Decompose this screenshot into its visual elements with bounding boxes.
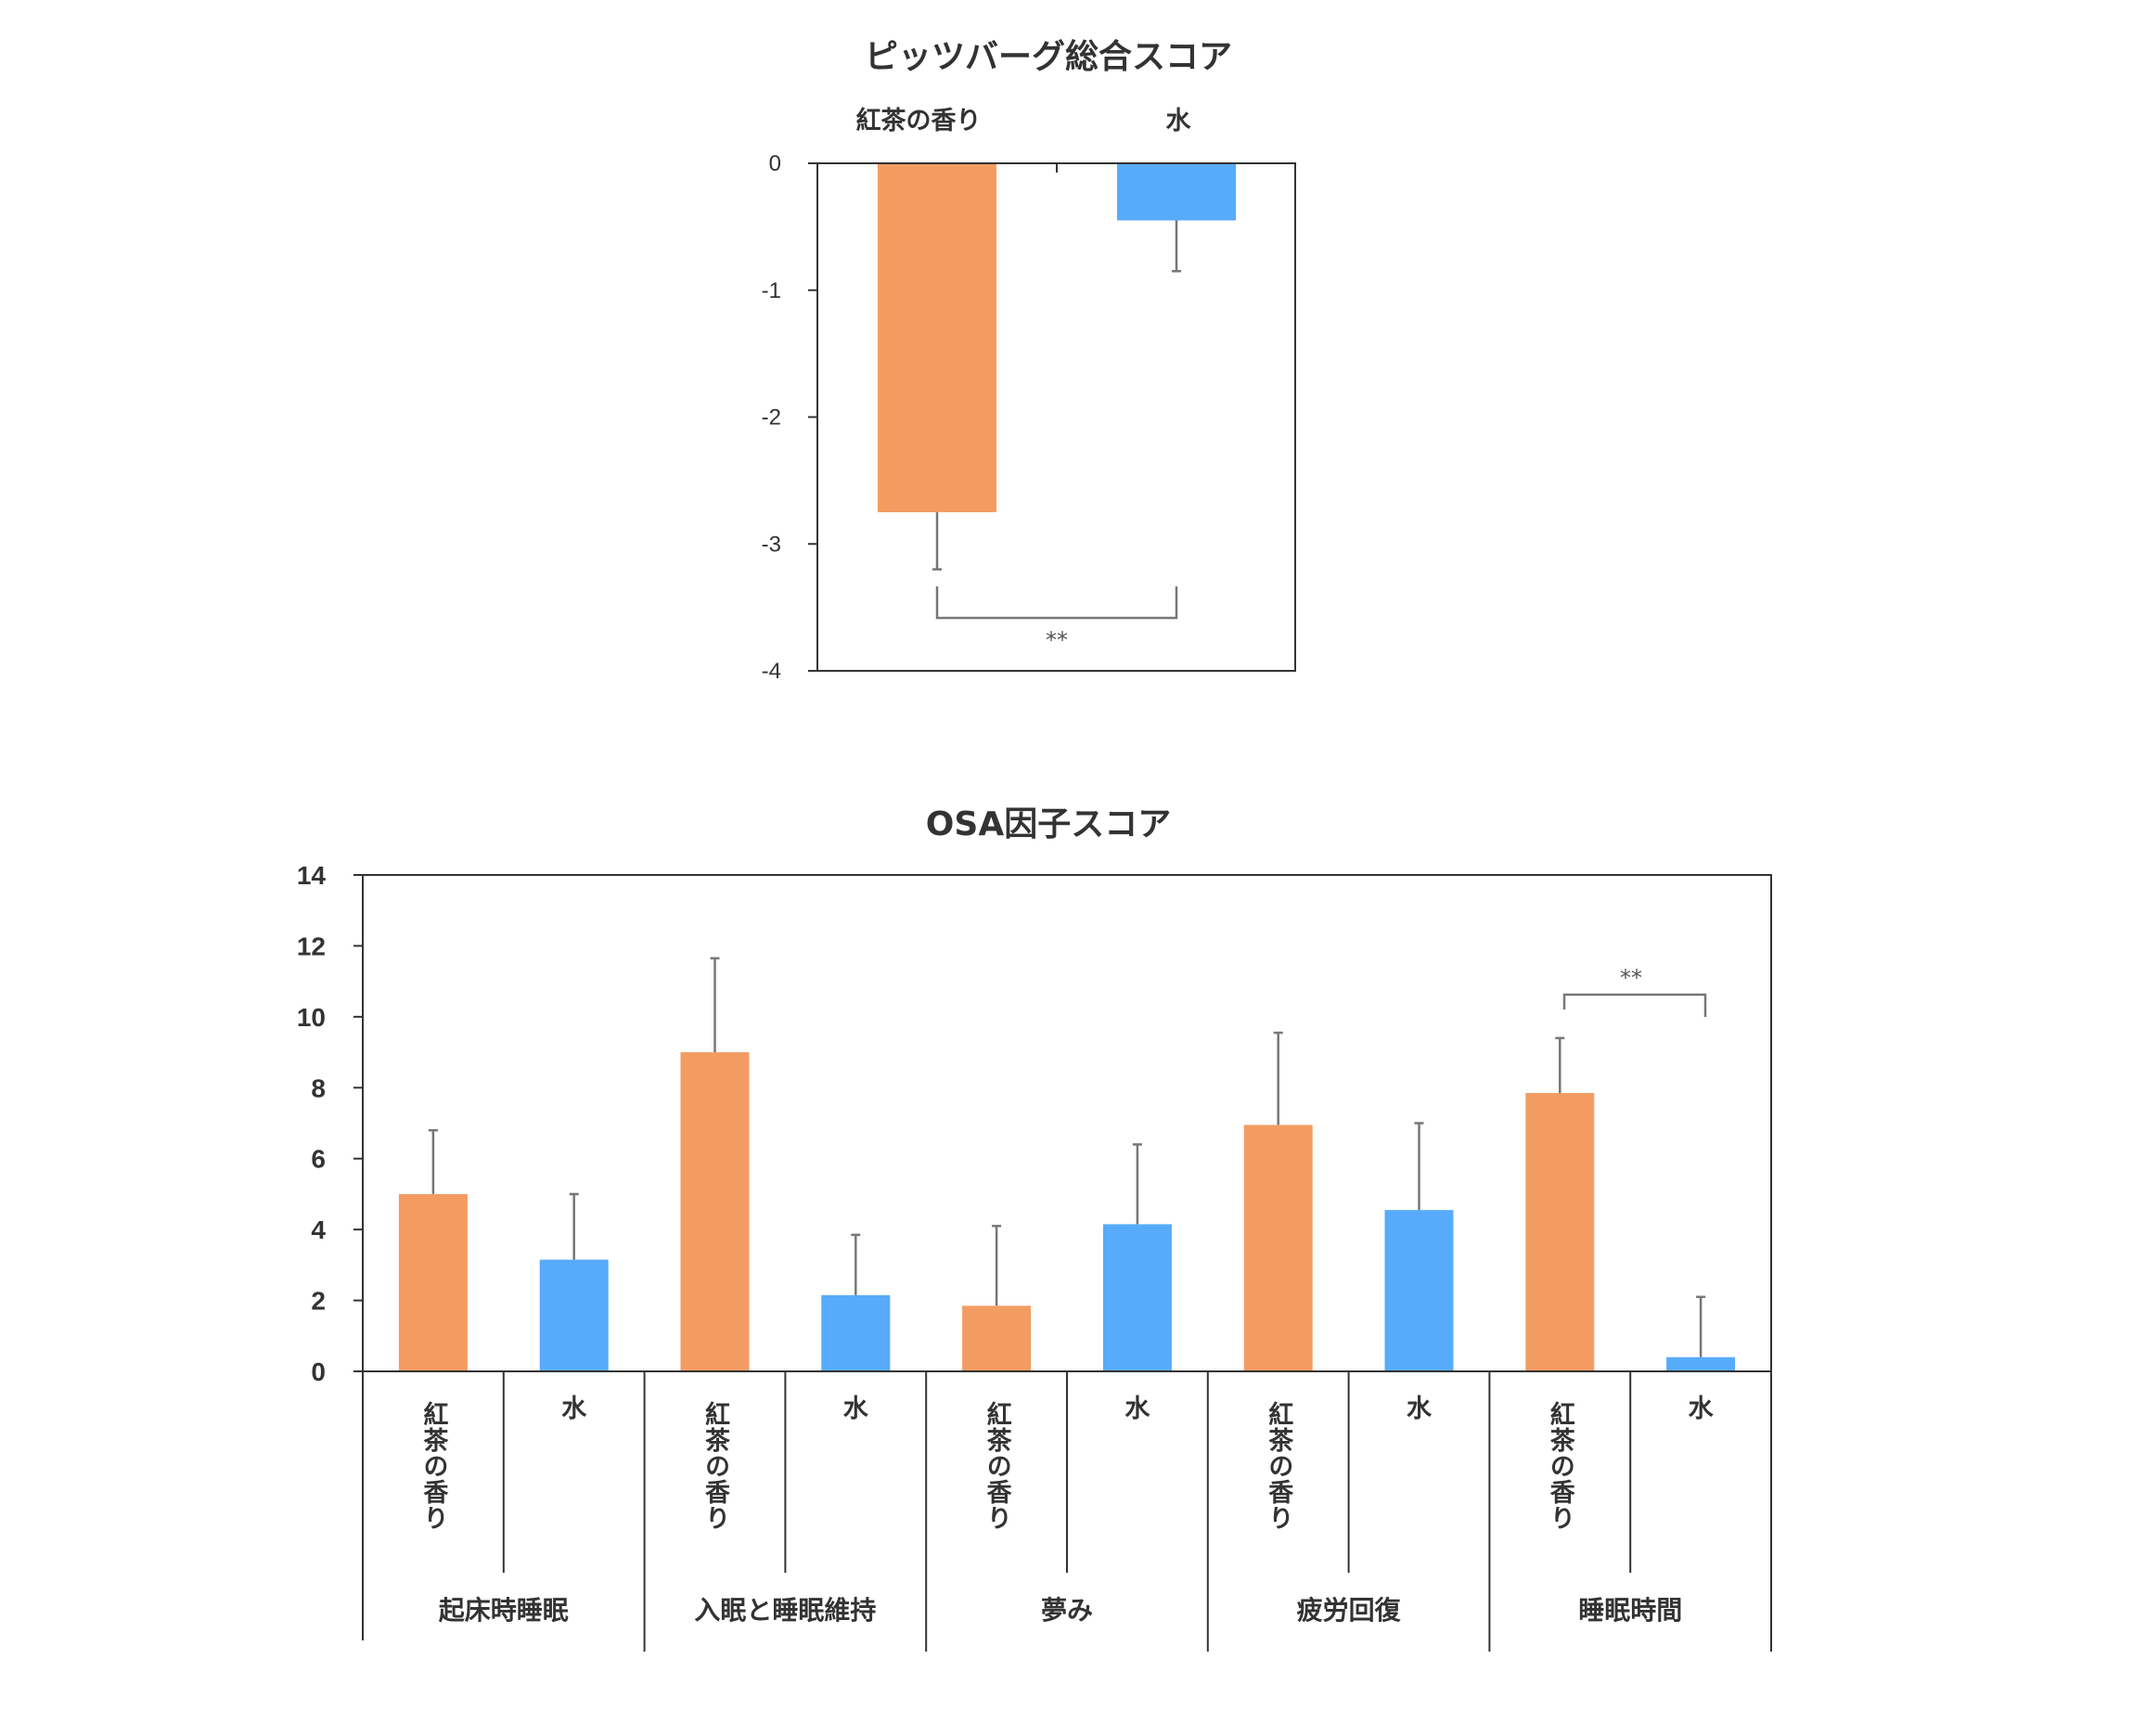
chart2-y-tick-label: 4 — [311, 1215, 326, 1244]
chart2-bar — [1525, 1093, 1595, 1371]
chart2-y-tick-label: 10 — [297, 1003, 326, 1032]
chart2-bar — [1384, 1210, 1454, 1371]
chart2-title: OSA因子スコア — [926, 805, 1171, 843]
chart1-category-label-0: 紅茶の香り — [856, 107, 982, 135]
chart2-bar — [398, 1193, 468, 1371]
chart2-bar-label: 紅茶の香り — [983, 1401, 1012, 1531]
chart2-significance-label: ** — [1620, 965, 1642, 991]
chart1-significance-label: ** — [1046, 627, 1068, 653]
chart1-title: ピッツバーグ総合スコア — [865, 38, 1232, 76]
chart1-category-label-1: 水 — [1166, 107, 1192, 135]
chart2-significance-bracket — [1562, 993, 1707, 1017]
chart1-y-tick-label: -2 — [762, 405, 781, 431]
chart2-bar — [821, 1294, 891, 1371]
chart2-group-label: 起床時睡眠 — [439, 1595, 569, 1626]
chart2-y-tick-label: 12 — [297, 932, 326, 960]
chart2-group-label: 睡眠時間 — [1578, 1595, 1682, 1626]
chart2-bar-label: 水 — [1124, 1395, 1150, 1423]
chart2-bar — [680, 1052, 750, 1371]
chart2-bar — [1102, 1224, 1172, 1371]
chart1-bar — [878, 163, 996, 513]
chart2-bar — [539, 1259, 609, 1371]
chart2-y-tick-label: 8 — [311, 1074, 326, 1102]
chart1-y-tick-label: -3 — [762, 532, 781, 557]
chart2-bar-label: 紅茶の香り — [1546, 1401, 1575, 1531]
chart2-y-tick-label: 0 — [311, 1357, 326, 1386]
chart2-y-tick-label: 14 — [297, 861, 327, 890]
chart2-bar-label: 水 — [561, 1395, 587, 1423]
chart1-y-tick-label: 0 — [769, 151, 781, 176]
chart1-y-tick-label: -4 — [762, 659, 781, 684]
chart2-bar-label: 水 — [843, 1395, 869, 1423]
chart2-group-label: 夢み — [1041, 1595, 1093, 1626]
chart2-bar — [1243, 1125, 1313, 1371]
chart1-significance-bracket — [935, 586, 1178, 620]
chart1-y-tick-label: -1 — [762, 278, 781, 303]
chart2-bar — [962, 1305, 1032, 1371]
chart2-bar-label: 水 — [1689, 1395, 1715, 1423]
chart2-y-tick-label: 2 — [311, 1287, 326, 1316]
chart2-bar-label: 水 — [1407, 1395, 1433, 1423]
chart2-group-label: 疲労回復 — [1297, 1595, 1402, 1626]
chart2-group-label: 入眠と睡眠維持 — [694, 1595, 876, 1626]
chart2-bar-label: 紅茶の香り — [1264, 1401, 1293, 1531]
chart1-bar — [1117, 163, 1236, 221]
chart2-bar — [1666, 1357, 1736, 1371]
chart2-bar-label: 紅茶の香り — [418, 1401, 448, 1531]
chart2-bar-label: 紅茶の香り — [700, 1401, 730, 1531]
chart2-y-tick-label: 6 — [311, 1145, 326, 1174]
